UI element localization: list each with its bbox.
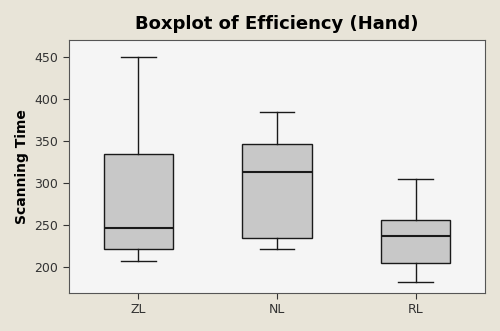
Y-axis label: Scanning Time: Scanning Time <box>15 109 29 224</box>
PathPatch shape <box>242 144 312 238</box>
PathPatch shape <box>381 220 450 263</box>
Title: Boxplot of Efficiency (Hand): Boxplot of Efficiency (Hand) <box>135 15 418 33</box>
PathPatch shape <box>104 154 173 249</box>
